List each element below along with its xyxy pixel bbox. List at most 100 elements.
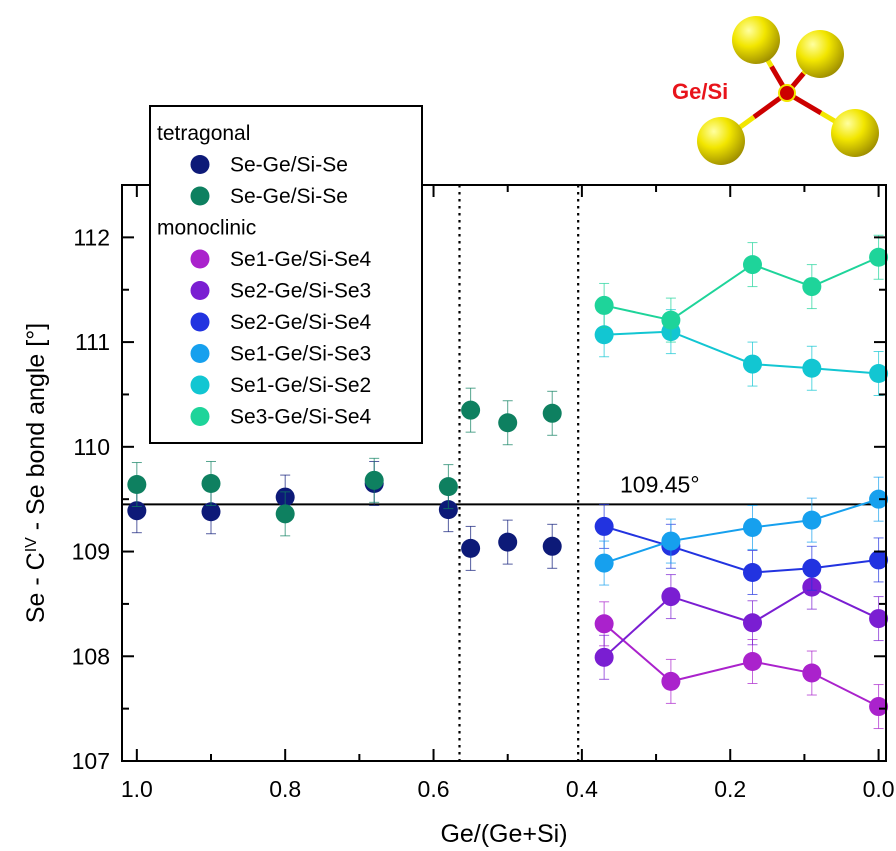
data-point [542, 536, 562, 556]
data-point [201, 473, 221, 493]
y-axis-label: Se - CIV - Se bond angle [°] [22, 323, 50, 623]
data-point [594, 553, 614, 573]
data-point [275, 504, 295, 524]
legend: tetragonal Se-Ge/Si-Se Se-Ge/Si-Se monoclin… [149, 105, 423, 444]
data-point [498, 413, 518, 433]
series-1 [127, 387, 562, 537]
data-point [742, 354, 762, 374]
data-point [594, 295, 614, 315]
legend-marker [190, 407, 210, 426]
data-point [802, 663, 822, 683]
series-line [604, 330, 879, 375]
data-point [661, 310, 681, 330]
y-axis-label-part: Se - C [22, 552, 50, 623]
legend-label: Se2-Ge/Si-Se3 [230, 280, 371, 303]
legend-marker [190, 312, 210, 332]
ge-si-label: Ge/Si [672, 79, 728, 104]
series-7 [594, 234, 889, 343]
data-point [742, 613, 762, 633]
series-2 [594, 601, 889, 730]
series-5 [594, 476, 889, 586]
data-point [127, 475, 147, 495]
legend-label: Se1-Ge/Si-Se2 [230, 374, 371, 397]
data-point [742, 255, 762, 275]
series-4 [594, 503, 889, 595]
x-tick-label: 1.0 [121, 776, 153, 802]
legend-marker [190, 155, 210, 174]
y-tick-label: 111 [75, 329, 110, 355]
data-point [127, 501, 147, 521]
data-point [742, 562, 762, 582]
legend-label: Se-Ge/Si-Se [230, 154, 348, 177]
data-point [869, 697, 889, 717]
legend-label: Se2-Ge/Si-Se4 [230, 311, 372, 334]
legend-marker [190, 344, 210, 363]
data-point [542, 403, 562, 423]
y-tick-label: 107 [72, 748, 110, 774]
data-point [364, 470, 384, 490]
data-point [742, 652, 762, 672]
data-point [802, 510, 822, 530]
data-point [661, 587, 681, 607]
plot-frame [121, 184, 887, 762]
y-tick-label: 110 [73, 434, 110, 460]
x-tick-label: 0.8 [269, 776, 301, 802]
data-marks [127, 234, 889, 730]
legend-marker [190, 249, 210, 269]
data-point [802, 558, 822, 578]
se-atom [732, 16, 780, 64]
legend-marker [190, 375, 210, 395]
data-point [498, 532, 518, 552]
data-point [869, 609, 889, 629]
data-point [869, 364, 889, 384]
series-6 [594, 309, 889, 397]
data-point [594, 614, 614, 634]
y-axis-label-part: - Se bond angle [°] [22, 323, 50, 537]
molecule-inset: Ge/Si [672, 16, 879, 165]
legend-label: Se1-Ge/Si-Se3 [230, 343, 371, 366]
series-3 [594, 564, 889, 680]
se-atom [697, 117, 745, 165]
series-line [603, 623, 880, 708]
legend-group-title: tetragonal [157, 122, 250, 145]
x-tick-label: 0.2 [714, 776, 746, 802]
y-tick-label: 108 [72, 643, 110, 669]
data-point [869, 550, 889, 570]
data-point [461, 538, 481, 558]
se-atom [796, 30, 844, 78]
data-point [438, 500, 458, 520]
series-line [603, 256, 879, 322]
legend-label: Se3-Ge/Si-Se4 [230, 406, 372, 429]
x-axis-label: Ge/(Ge+Si) [440, 820, 567, 848]
data-point [802, 358, 822, 378]
data-point [201, 502, 221, 522]
data-point [594, 516, 614, 536]
data-point [661, 531, 681, 551]
axes: 1.0 0.8 0.6 0.4 0.2 0.0 107 108 109 110 111 112 Ge/(… [22, 184, 895, 848]
data-point [802, 277, 822, 297]
data-point [594, 647, 614, 667]
series-0 [127, 460, 562, 571]
data-point [461, 400, 481, 420]
ge-si-atom [778, 84, 796, 102]
y-tick-label: 112 [73, 224, 110, 250]
series-line [603, 586, 880, 659]
legend-marker [190, 281, 210, 300]
data-point [869, 247, 889, 267]
legend-label: Se-Ge/Si-Se [230, 185, 348, 208]
data-point [438, 477, 458, 497]
series-line [603, 498, 879, 565]
legend-marker [190, 186, 210, 206]
y-tick-label: 109 [72, 539, 110, 565]
legend-label: Se1-Ge/Si-Se4 [230, 248, 372, 271]
reference-line-label: 109.45° [620, 471, 700, 497]
plot-area: 109.45° [122, 185, 886, 761]
data-point [869, 489, 889, 509]
y-axis-label-superscript: IV [23, 537, 40, 552]
data-point [661, 671, 681, 691]
legend-group-title: monoclinic [157, 217, 256, 240]
x-tick-label: 0.4 [566, 776, 598, 802]
x-tick-label: 0.6 [418, 776, 450, 802]
data-point [742, 517, 762, 537]
